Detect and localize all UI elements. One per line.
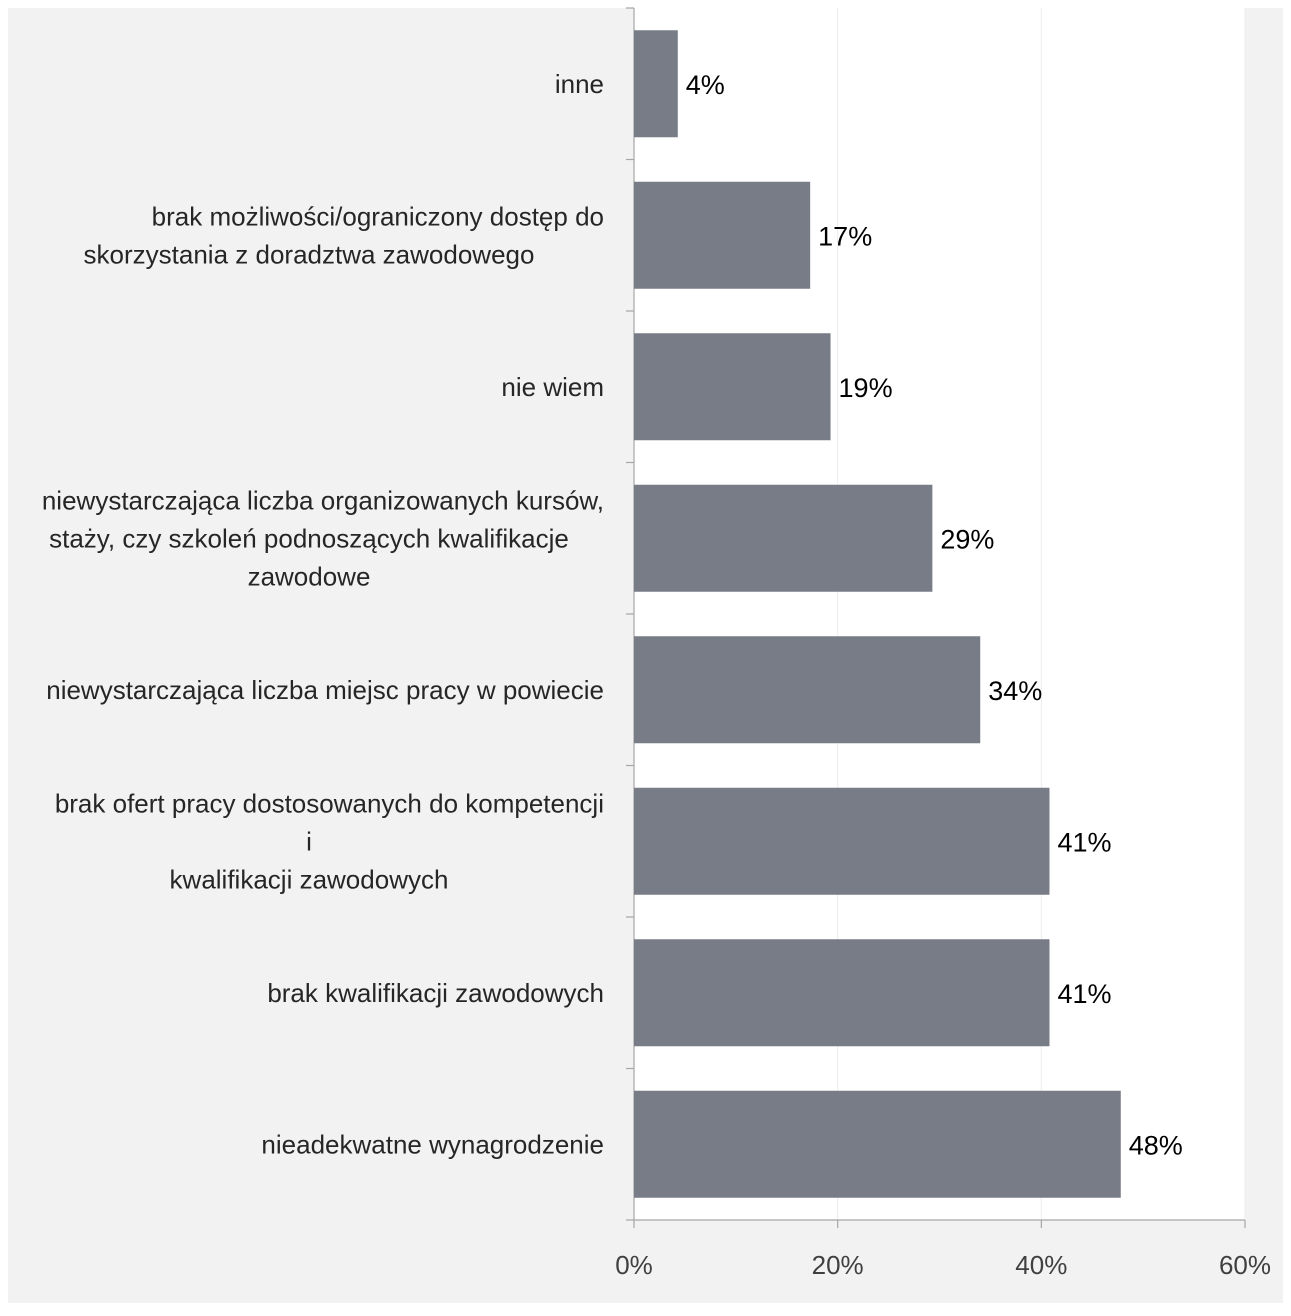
data-label: 4% — [686, 70, 725, 100]
category-label: kwalifikacji zawodowych — [170, 864, 449, 894]
bar — [634, 181, 811, 289]
bar — [634, 30, 678, 138]
x-tick-label: 60% — [1219, 1250, 1271, 1280]
data-label: 41% — [1057, 979, 1111, 1009]
category-label: skorzystania z doradztwa zawodowego — [84, 239, 535, 269]
data-label: 19% — [839, 373, 893, 403]
category-label: nieadekwatne wynagrodzenie — [261, 1129, 604, 1159]
category-label: brak kwalifikacji zawodowych — [267, 978, 604, 1008]
bar — [634, 787, 1050, 895]
bar — [634, 484, 933, 592]
data-label: 41% — [1057, 827, 1111, 857]
data-label: 48% — [1129, 1130, 1183, 1160]
category-label: i — [306, 826, 312, 856]
bar — [634, 1090, 1121, 1198]
category-label: staży, czy szkoleń podnoszących kwalifik… — [49, 523, 569, 553]
bar — [634, 333, 831, 441]
category-label: inne — [555, 69, 604, 99]
category-label: brak możliwości/ograniczony dostęp do — [152, 201, 604, 231]
x-tick-label: 40% — [1015, 1250, 1067, 1280]
x-tick-label: 0% — [615, 1250, 653, 1280]
category-label: niewystarczająca liczba organizowanych k… — [42, 485, 604, 515]
category-label: brak ofert pracy dostosowanych do kompet… — [55, 788, 604, 818]
data-label: 17% — [818, 221, 872, 251]
x-tick-label: 20% — [812, 1250, 864, 1280]
category-label: niewystarczająca liczba miejsc pracy w p… — [46, 675, 604, 705]
data-label: 29% — [940, 524, 994, 554]
category-label: zawodowe — [248, 561, 371, 591]
data-label: 34% — [988, 676, 1042, 706]
category-label: nie wiem — [501, 372, 604, 402]
bar — [634, 636, 981, 744]
bar — [634, 939, 1050, 1047]
